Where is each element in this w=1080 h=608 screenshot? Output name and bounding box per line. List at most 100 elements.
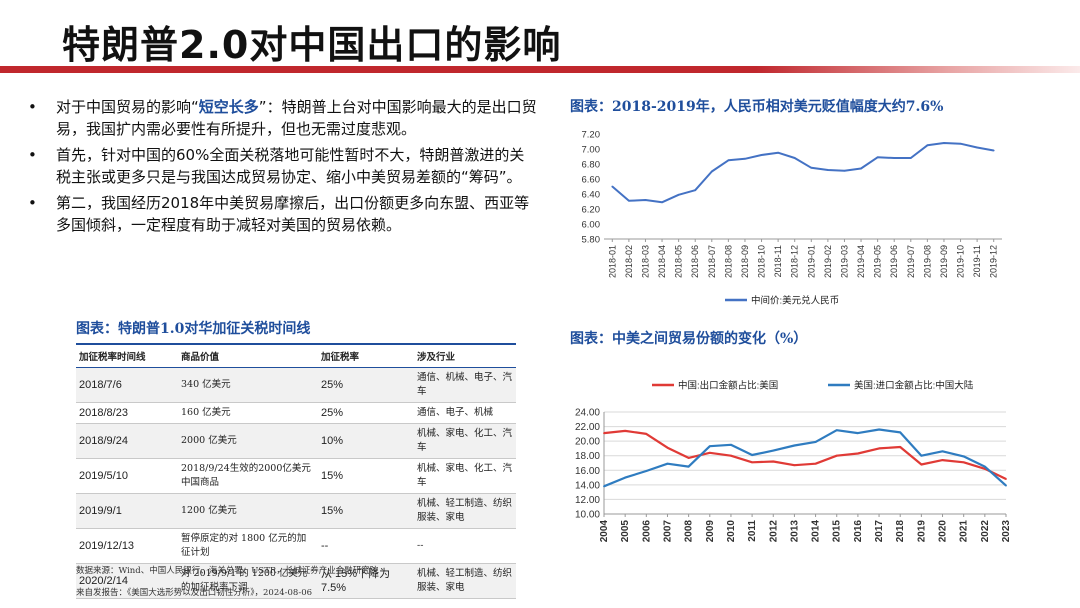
data-point bbox=[603, 485, 605, 488]
data-point bbox=[624, 476, 627, 479]
data-point bbox=[843, 169, 846, 172]
data-point bbox=[810, 166, 813, 169]
bullet-text: 第二，我国经历2018年中美贸易摩擦后，出口份额更多向东盟、西亚等多国倾斜，一定… bbox=[56, 194, 530, 234]
data-point bbox=[708, 445, 711, 448]
bullet-dot: • bbox=[28, 194, 37, 212]
table-cell: 25% bbox=[318, 367, 414, 403]
data-point bbox=[878, 428, 880, 431]
data-point bbox=[983, 465, 986, 468]
y-tick-label: 6.20 bbox=[582, 205, 601, 216]
x-tick-label: 2018-07 bbox=[707, 245, 717, 278]
data-point bbox=[666, 462, 669, 465]
table-cell: 机械、轻工制造、纺织服装、家电 bbox=[414, 493, 516, 529]
table-row: 2019/12/13 暂停原定的对 1800 亿元的加征计划 -- -- bbox=[76, 528, 516, 564]
data-point bbox=[687, 465, 690, 468]
y-tick-label: 6.00 bbox=[582, 220, 601, 231]
data-point bbox=[962, 455, 965, 458]
x-tick-label: 2009 bbox=[705, 520, 716, 543]
x-tick-label: 2019-09 bbox=[939, 245, 949, 278]
data-point bbox=[677, 193, 680, 196]
table-row: 2020/2/14 对 2019/9/1 的 1200 亿美元的加征税率下调从 1… bbox=[76, 563, 516, 599]
bullet-highlight: 短空长多 bbox=[198, 98, 259, 116]
data-point bbox=[1005, 484, 1007, 487]
x-tick-label: 2011 bbox=[747, 520, 758, 542]
data-point bbox=[666, 446, 669, 449]
x-tick-label: 2015 bbox=[832, 520, 843, 543]
y-tick-label: 20.00 bbox=[575, 437, 600, 448]
bullet-item: • 对于中国贸易的影响“短空长多”：特朗普上台对中国影响最大的是出口贸易，我国扩… bbox=[28, 96, 538, 140]
x-tick-label: 2017 bbox=[874, 520, 885, 543]
data-point bbox=[941, 459, 944, 461]
source-line: 来自发报告：《美国大选形势以及出口韧性分析》，2024-08-06 bbox=[76, 588, 313, 598]
data-point bbox=[730, 454, 732, 457]
bullet-dot: • bbox=[28, 146, 37, 164]
table-cell: 2018/7/6 bbox=[76, 367, 178, 403]
x-tick-label: 2018-03 bbox=[640, 245, 650, 278]
bullet-item: • 第二，我国经历2018年中美贸易摩擦后，出口份额更多向东盟、西亚等多国倾斜，… bbox=[28, 192, 538, 236]
data-point bbox=[708, 451, 711, 454]
table-cell: 通信、电子、机械 bbox=[414, 402, 516, 424]
data-point bbox=[751, 461, 754, 464]
table-cell: 2018/9/24 bbox=[76, 423, 178, 459]
data-point bbox=[744, 157, 746, 160]
table-cell: 15% bbox=[318, 493, 414, 529]
bullet-text: 对于中国贸易的影响“短空长多”：特朗普上台对中国影响最大的是出口贸易，我国扩内需… bbox=[56, 96, 538, 140]
data-point bbox=[941, 450, 944, 453]
y-tick-label: 12.00 bbox=[575, 495, 600, 506]
table-cell: 15% bbox=[318, 458, 414, 494]
table-cell: 暂停原定的对 1800 亿元的加征计划 bbox=[178, 528, 318, 564]
table-row: 2018/7/6 340 亿美元 25% 通信、机械、电子、汽车 bbox=[76, 367, 516, 403]
data-point bbox=[611, 185, 614, 188]
table-row: 2019/9/1 1200 亿美元 15% 机械、轻工制造、纺织服装、家电 bbox=[76, 493, 516, 529]
table-header-row: 加征税率时间线 商品价值 加征税率 涉及行业 bbox=[76, 343, 516, 368]
table-cell: 通信、机械、电子、汽车 bbox=[414, 367, 516, 403]
page-title: 特朗普2.0对中国出口的影响 bbox=[62, 23, 562, 67]
table-cell: -- bbox=[414, 528, 516, 564]
data-point bbox=[899, 431, 902, 434]
x-tick-label: 2018-06 bbox=[690, 245, 700, 278]
data-point bbox=[727, 159, 730, 162]
data-point bbox=[627, 199, 630, 202]
data-point bbox=[835, 429, 838, 432]
table-cell: 2019/9/1 bbox=[76, 493, 178, 529]
source-notes: 数据来源：Wind、中国人民银行、海关总署、USTR，长城证券产业金融研究院 来… bbox=[76, 560, 378, 604]
data-point bbox=[899, 446, 902, 448]
y-tick-label: 24.00 bbox=[575, 408, 600, 419]
x-tick-label: 2008 bbox=[684, 520, 695, 543]
legend-label: 中国:出口金额占比:美国 bbox=[678, 380, 778, 392]
x-tick-label: 2019-10 bbox=[956, 245, 966, 278]
x-tick-label: 2019-11 bbox=[972, 245, 982, 277]
data-point bbox=[959, 142, 962, 145]
x-tick-label: 2018-10 bbox=[757, 245, 767, 278]
bullet-text-pre: 对于中国贸易的影响“ bbox=[56, 98, 199, 116]
column-header: 加征税率时间线 bbox=[76, 343, 178, 368]
column-header: 加征税率 bbox=[318, 343, 414, 368]
data-point bbox=[793, 444, 796, 447]
x-tick-label: 2006 bbox=[641, 520, 652, 543]
y-tick-label: 6.40 bbox=[582, 190, 601, 201]
x-tick-label: 2014 bbox=[811, 520, 822, 543]
data-point bbox=[976, 146, 979, 149]
data-point bbox=[920, 454, 923, 457]
table-cell: 2018/8/23 bbox=[76, 402, 178, 424]
data-point bbox=[751, 454, 754, 456]
x-tick-label: 2018 bbox=[895, 520, 906, 543]
data-point bbox=[760, 154, 763, 156]
x-tick-label: 2013 bbox=[789, 520, 800, 543]
x-tick-label: 2019-08 bbox=[922, 245, 932, 278]
data-point bbox=[1005, 478, 1007, 480]
table-cell: 机械、家电、化工、汽车 bbox=[414, 458, 516, 494]
table-cell: 1200 亿美元 bbox=[178, 493, 318, 529]
x-tick-label: 2019-06 bbox=[889, 245, 899, 278]
table-cell: 2020/2/14 bbox=[76, 563, 178, 599]
data-point bbox=[772, 460, 775, 463]
x-tick-label: 2019-04 bbox=[856, 245, 866, 278]
x-tick-label: 2019-02 bbox=[823, 245, 833, 278]
data-point bbox=[814, 440, 817, 443]
data-point bbox=[856, 432, 859, 435]
y-tick-label: 18.00 bbox=[575, 451, 600, 462]
data-point bbox=[694, 189, 697, 192]
x-tick-label: 2018-11 bbox=[773, 245, 783, 277]
tariff-table-title: 图表：特朗普1.0对华加征关税时间线 bbox=[76, 321, 311, 337]
data-point bbox=[926, 144, 929, 147]
